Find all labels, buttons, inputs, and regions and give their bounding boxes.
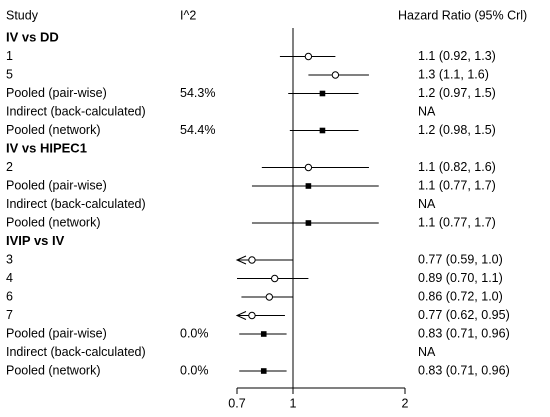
- row-effect-text: 1.2 (0.97, 1.5): [418, 86, 496, 100]
- point-estimate: [304, 163, 313, 172]
- x-tick-label: 2: [402, 396, 409, 410]
- row-label: Pooled (pair-wise): [6, 326, 107, 340]
- x-tick-label: 1: [290, 396, 297, 410]
- row-label: 2: [6, 160, 13, 174]
- group-heading: IV vs DD: [6, 29, 59, 44]
- row-label: 6: [6, 289, 13, 303]
- point-estimate: [260, 331, 267, 337]
- row-label: 4: [6, 271, 13, 285]
- row-label: 5: [6, 67, 13, 81]
- row-effect-text: 0.89 (0.70, 1.1): [418, 271, 503, 285]
- point-estimate: [248, 256, 256, 264]
- group-heading: IV vs HIPEC1: [6, 140, 87, 155]
- point-estimate: [304, 52, 313, 61]
- row-label: Pooled (network): [6, 215, 101, 229]
- row-i2: 54.3%: [180, 86, 215, 100]
- row-i2: 54.4%: [180, 123, 215, 137]
- row-effect-text: 0.77 (0.59, 1.0): [418, 252, 503, 266]
- row-label: 1: [6, 49, 13, 63]
- row-i2: 0.0%: [180, 363, 209, 377]
- point-estimate: [271, 274, 279, 283]
- group-heading: IVIP vs IV: [6, 233, 65, 248]
- row-label: Indirect (back-calculated): [6, 197, 146, 211]
- row-effect-text: 0.83 (0.71, 0.96): [418, 363, 510, 377]
- row-effect-text: NA: [418, 197, 436, 211]
- point-estimate: [265, 293, 274, 301]
- row-effect-text: 1.1 (0.77, 1.7): [418, 178, 496, 192]
- header-i2: I^2: [180, 8, 196, 22]
- point-estimate: [319, 90, 326, 97]
- row-effect-text: 1.3 (1.1, 1.6): [418, 67, 489, 81]
- ci-arrow: [235, 255, 247, 265]
- point-estimate: [319, 127, 326, 134]
- row-label: Indirect (back-calculated): [6, 104, 146, 118]
- row-effect-text: 1.1 (0.82, 1.6): [418, 160, 496, 174]
- row-label: Pooled (pair-wise): [6, 178, 107, 192]
- row-effect-text: NA: [418, 104, 436, 118]
- row-effect-text: 0.83 (0.71, 0.96): [418, 326, 510, 340]
- header-effect: Hazard Ratio (95% Crl): [398, 8, 527, 22]
- row-effect-text: 1.2 (0.98, 1.5): [418, 123, 496, 137]
- point-estimate: [331, 71, 340, 79]
- row-effect-text: NA: [418, 345, 436, 359]
- row-effect-text: 0.86 (0.72, 1.0): [418, 289, 503, 303]
- row-label: 3: [6, 252, 13, 266]
- row-label: 7: [6, 308, 13, 322]
- row-effect-text: 1.1 (0.77, 1.7): [418, 215, 496, 229]
- row-label: Pooled (network): [6, 123, 101, 137]
- point-estimate: [248, 311, 256, 320]
- row-i2: 0.0%: [180, 326, 209, 340]
- row-effect-text: 0.77 (0.62, 0.95): [418, 308, 510, 322]
- point-estimate: [305, 183, 312, 189]
- row-label: Pooled (pair-wise): [6, 86, 107, 100]
- row-label: Indirect (back-calculated): [6, 345, 146, 359]
- ci-arrow: [235, 311, 247, 320]
- row-effect-text: 1.1 (0.92, 1.3): [418, 49, 496, 63]
- point-estimate: [260, 368, 267, 374]
- x-tick-label: 0.7: [228, 396, 245, 410]
- row-label: Pooled (network): [6, 363, 101, 377]
- point-estimate: [305, 220, 312, 226]
- header-study: Study: [6, 8, 39, 22]
